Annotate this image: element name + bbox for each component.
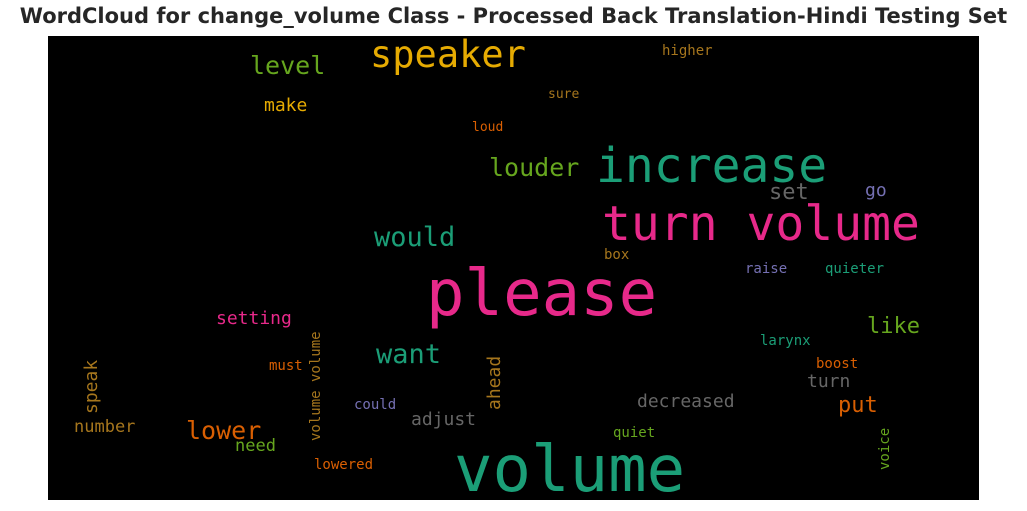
word-quiet: quiet	[613, 425, 656, 441]
word-make: make	[264, 95, 308, 116]
word-box: box	[604, 247, 630, 263]
word-could: could	[354, 397, 397, 413]
word-raise: raise	[745, 261, 788, 277]
word-go: go	[865, 180, 887, 201]
word-setting: setting	[216, 308, 292, 329]
chart-title: WordCloud for change_volume Class - Proc…	[19, 4, 1008, 28]
word-must: must	[269, 358, 303, 374]
word-louder: louder	[489, 153, 580, 182]
word-larynx: larynx	[760, 333, 811, 349]
word-put: put	[838, 393, 878, 418]
word-higher: higher	[662, 43, 713, 59]
word-speak: speak	[81, 359, 102, 414]
word-turn-volume: turn volume	[602, 196, 920, 252]
word-level: level	[250, 51, 326, 80]
word-lower: lower	[186, 416, 262, 445]
word-quieter: quieter	[825, 261, 885, 277]
word-lowered: lowered	[314, 457, 374, 473]
word-want: want	[376, 339, 442, 370]
word-ahead: ahead	[484, 355, 505, 410]
word-set: set	[769, 180, 809, 205]
word-decreased: decreased	[637, 391, 735, 412]
word-like: like	[867, 314, 920, 339]
word-voice: voice	[877, 427, 893, 470]
word-speaker: speaker	[370, 36, 526, 76]
word-volume: volume	[454, 433, 686, 500]
word-number: number	[74, 417, 136, 437]
wordcloud-canvas: speaker level make higher sure loud loud…	[48, 36, 979, 500]
word-would: would	[374, 222, 456, 253]
word-sure: sure	[548, 87, 580, 102]
word-turn: turn	[807, 371, 851, 392]
word-adjust: adjust	[411, 409, 477, 430]
word-loud: loud	[472, 120, 504, 135]
word-please: please	[426, 257, 658, 331]
word-boost: boost	[816, 356, 859, 372]
word-need: need	[235, 436, 276, 456]
word-volume-volume: volume volume	[308, 331, 324, 441]
word-increase: increase	[596, 138, 828, 194]
